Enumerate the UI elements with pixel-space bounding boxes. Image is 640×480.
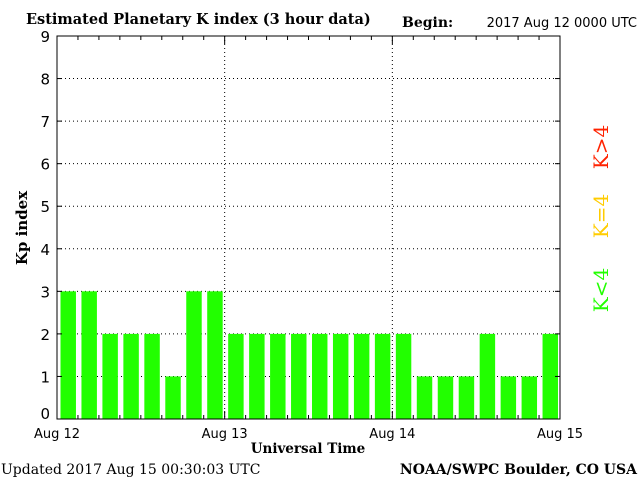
kp-bar — [312, 333, 328, 419]
kp-bar — [228, 333, 244, 419]
kp-bar — [437, 376, 454, 419]
kp-bar — [123, 333, 139, 419]
x-tick-label: Aug 13 — [202, 427, 248, 442]
kp-bar — [332, 333, 349, 419]
kp-bar — [165, 376, 181, 419]
y-tick-label: 9 — [40, 28, 50, 46]
y-axis: 0 1 2 3 4 5 6 7 8 9 — [40, 28, 560, 423]
y-tick-label: 1 — [40, 368, 50, 386]
y-tick-label: 4 — [40, 241, 50, 259]
kp-bar — [102, 333, 118, 419]
kp-bar — [458, 376, 475, 419]
x-axis: Aug 12 Aug 13 Aug 14 Aug 15 — [34, 36, 583, 442]
begin-label: Begin: — [402, 15, 453, 31]
legend-k-less-4: K<4 — [589, 268, 613, 312]
kp-bar — [395, 333, 412, 419]
kp-bar — [500, 376, 517, 419]
x-tick-label: Aug 15 — [537, 427, 583, 442]
kp-bar — [60, 291, 76, 419]
kp-bar — [542, 333, 558, 419]
x-tick-label: Aug 14 — [369, 427, 415, 442]
kp-bar — [249, 333, 265, 419]
kp-bar — [374, 333, 391, 419]
y-axis-label: Kp index — [13, 190, 31, 265]
kp-bar — [207, 291, 223, 419]
begin-value: 2017 Aug 12 0000 UTC — [487, 16, 637, 31]
y-tick-label: 0 — [40, 405, 50, 423]
kp-bar — [186, 291, 202, 419]
y-tick-label: 5 — [40, 198, 50, 216]
kp-bar — [479, 333, 496, 419]
chart-title: Estimated Planetary K index (3 hour data… — [26, 11, 371, 28]
bars-layer — [60, 291, 558, 419]
y-tick-label: 2 — [40, 326, 50, 344]
kp-bar — [270, 333, 286, 419]
x-axis-label: Universal Time — [251, 441, 366, 457]
kp-bar — [144, 333, 160, 419]
y-tick-label: 6 — [40, 156, 50, 174]
kp-bar — [291, 333, 307, 419]
legend-k-equal-4: K=4 — [589, 194, 613, 238]
y-tick-label: 3 — [40, 283, 50, 301]
x-tick-label: Aug 12 — [34, 427, 80, 442]
y-tick-label: 7 — [40, 113, 50, 131]
legend-k-greater-4: K>4 — [589, 125, 613, 169]
y-tick-label: 8 — [40, 71, 50, 89]
kp-bar — [353, 333, 370, 419]
kp-bar — [521, 376, 538, 419]
kp-bar — [81, 291, 97, 419]
kp-bar — [416, 376, 433, 419]
updated-text: Updated 2017 Aug 15 00:30:03 UTC — [1, 462, 260, 478]
source-text: NOAA/SWPC Boulder, CO USA — [400, 462, 638, 478]
